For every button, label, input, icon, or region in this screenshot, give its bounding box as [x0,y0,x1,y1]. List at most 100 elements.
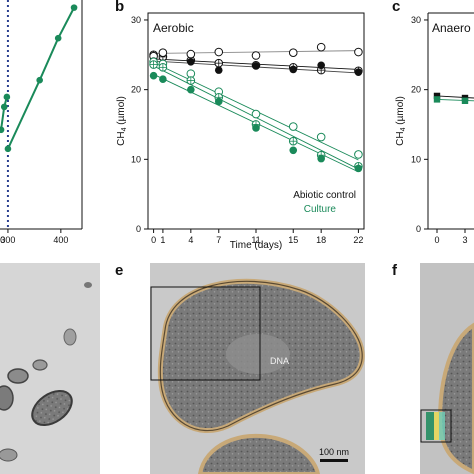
panel-a-data-point [70,4,78,11]
micrograph-d-cell [7,368,29,384]
micrograph-f [420,263,474,474]
panel-a-data-point [4,145,12,153]
panel-letter-b: b [115,0,125,15]
panel-c-y-tick-label: 30 [411,15,421,25]
panel-b-xlabel: Time (days) [230,240,282,251]
panel-c-x-tick-label: 0 [434,235,439,245]
panel-b-data-point [252,124,260,132]
panel-b-data-point [187,85,195,94]
panel-letter-f: f [392,262,397,279]
panel-b-data-point [289,146,298,155]
panel-b-ylabel: CH4 (µmol) [116,96,128,146]
micrograph-e-nucleoid [226,334,290,374]
panel-b-data-point [251,51,261,60]
panel-b-x-tick-label: 0 [151,235,156,245]
panel-b-data-point [186,69,196,78]
panel-c-chart: 0 10 20 30 0 3 Anaero CH4 (µmol) [395,12,474,245]
micrograph-d-cell [0,385,14,411]
panel-b-x-tick-label: 11 [251,235,260,245]
panel-a-chart: 300 400 0 [0,0,83,245]
panel-b-x-tick-label: 15 [288,235,298,245]
panel-c-trend-line [436,98,474,102]
legend-item-abiotic-control: Abiotic control [293,190,356,201]
panel-b-x-tick-label: 22 [353,235,363,245]
panel-b-y-tick-label: 30 [131,15,141,25]
micrograph-d-background [0,263,100,474]
panel-c-title: Anaero [432,21,471,35]
micrograph-d-cell [0,448,18,462]
panel-a-series-line [0,96,8,130]
panel-b-data-point [186,49,196,59]
micrograph-d-cell [84,282,92,288]
panel-letter-e: e [115,262,124,279]
panel-a-series-line [7,7,75,150]
panel-b-y-tick-label: 20 [131,85,141,95]
micrograph-e: DNA 100 nm [150,263,365,474]
panel-c-x-tick-label: 3 [462,235,467,245]
micrograph-f-highlight-green [426,412,434,440]
micrograph-e-dna-label: DNA [270,356,289,366]
micrograph-d-cell [32,359,48,371]
panel-b-x-tick-label: 1 [160,235,165,245]
micrograph-e-cell-wall [159,280,363,432]
panel-b-data-point [214,47,224,57]
panel-b-x-tick-label: 4 [188,235,193,245]
micrograph-f-highlight-teal [439,412,445,440]
panel-b-data-point [158,48,168,58]
panel-a-data-point [54,34,62,42]
panel-a-x-tick-label: 0 [0,235,5,245]
panel-a-data-point [36,76,43,84]
panel-b-x-tick-label: 18 [316,235,326,245]
panel-b-data-point [354,164,363,173]
panel-b-data-point [289,65,298,74]
panel-a-data-point [0,126,5,134]
panel-c-y-tick-label: 0 [416,224,421,234]
panel-b-data-point [158,63,168,72]
panel-c-y-tick-label: 10 [411,154,421,164]
panel-c-data-point [433,96,441,103]
panel-b-data-point [159,75,167,83]
panel-c-data-point [461,97,469,104]
panel-b-data-point [214,58,224,68]
panel-b-x-tick-label: 7 [216,235,221,245]
panel-b-data-point [214,66,223,74]
panel-a-x-tick-label: 300 [0,235,15,245]
panel-b-data-point [288,136,298,146]
micrograph-e-inset-box [150,286,261,381]
panel-b-data-point [317,154,325,163]
panel-b-data-point [354,47,363,57]
panel-b-data-point [186,76,196,85]
panel-b-data-point [316,42,326,52]
micrograph-d-cell [31,389,73,427]
panel-b-data-point [317,61,325,70]
micrograph-f-inset-box [420,409,452,443]
micrograph-f-highlight-yellow [434,412,439,440]
panel-a-data-point [3,93,11,101]
panel-b-data-point [149,71,158,80]
panel-b-data-point [187,57,195,66]
panel-b-data-point [214,97,223,106]
panel-a-x-tick-label: 400 [53,235,68,245]
micrograph-e-cell-lower [197,433,321,474]
panel-c-y-tick-label: 20 [411,85,421,95]
panel-b-data-point [252,62,260,70]
panel-b-y-tick-label: 0 [136,224,141,234]
panel-b-y-tick-label: 10 [131,154,141,164]
panel-c-ylabel: CH4 (µmol) [395,96,407,146]
micrograph-e-scale-bar [320,459,348,462]
panel-c-trend-line [436,95,474,99]
legend-item-culture: Culture [304,204,337,215]
panel-letter-c: c [392,0,401,15]
panel-a-data-point [0,103,8,111]
panel-c-data-point [433,92,441,100]
panel-b-data-point [251,109,261,119]
panel-b-data-point [288,48,298,58]
panel-b-data-point [316,132,326,142]
panel-b-title: Aerobic [153,21,194,35]
panel-b-data-point [288,122,298,131]
micrograph-d-cell [63,328,77,346]
panel-b-data-point [354,150,363,159]
panel-b-data-point [354,68,363,77]
